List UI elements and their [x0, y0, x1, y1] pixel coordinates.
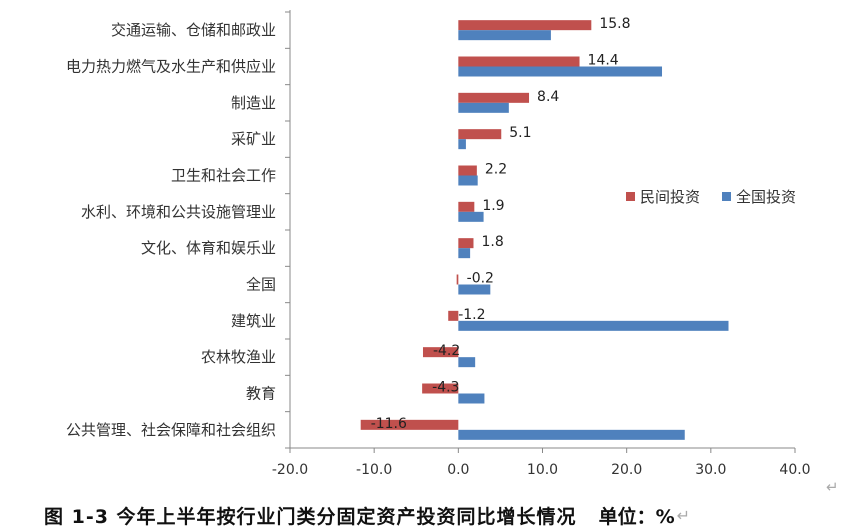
- data-label-private: -4.3: [432, 380, 459, 396]
- bars-group: [360, 20, 729, 440]
- legend: 民间投资 全国投资: [626, 188, 796, 206]
- bar-national-investment: [458, 102, 509, 113]
- return-mark-icon: ↵: [826, 478, 839, 496]
- bar-national-investment: [458, 429, 685, 440]
- category-label: 交通运输、仓储和邮政业: [111, 21, 276, 39]
- data-label-private: 14.4: [588, 53, 619, 69]
- bar-private-investment: [422, 383, 459, 394]
- data-label-private: 1.9: [482, 198, 504, 214]
- bar-national-investment: [458, 320, 729, 331]
- bar-private-investment: [458, 129, 502, 140]
- category-label: 公共管理、社会保障和社会组织: [66, 421, 276, 439]
- data-label-private: 1.8: [481, 234, 503, 250]
- category-labels: 交通运输、仓储和邮政业电力热力燃气及水生产和供应业制造业采矿业卫生和社会工作水利…: [66, 21, 276, 439]
- category-label: 制造业: [231, 94, 276, 112]
- category-label: 文化、体育和娱乐业: [141, 239, 276, 257]
- bar-private-investment: [458, 238, 474, 249]
- bar-private-investment: [458, 56, 580, 67]
- data-labels: 15.8 14.4 8.4 5.1 2.2 1.9 1.8 -0.2 -1.2 -4.2 -4.3 -…: [371, 16, 631, 432]
- category-label: 农林牧渔业: [201, 348, 276, 366]
- data-label-private: 5.1: [509, 125, 531, 141]
- bar-national-investment: [458, 175, 478, 186]
- caption-return-mark-icon: ↵: [676, 505, 691, 525]
- legend-label-national: 全国投资: [736, 188, 796, 206]
- bar-private-investment: [458, 20, 592, 31]
- x-tick-label: -20.0: [272, 462, 308, 478]
- caption-unit: 单位：%: [598, 505, 675, 528]
- bar-private-investment: [458, 201, 475, 212]
- bar-national-investment: [458, 248, 471, 259]
- data-label-private: -11.6: [371, 416, 407, 432]
- bar-private-investment: [456, 274, 459, 285]
- category-label: 采矿业: [231, 130, 276, 148]
- legend-swatch-national: [722, 192, 731, 201]
- x-tick-label: 0.0: [447, 462, 469, 478]
- bar-national-investment: [458, 284, 491, 295]
- category-label: 全国: [246, 276, 276, 294]
- bar-national-investment: [458, 139, 466, 150]
- x-tick-label: 40.0: [779, 462, 810, 478]
- bar-national-investment: [458, 66, 663, 77]
- bar-private-investment: [458, 165, 477, 176]
- data-label-private: 2.2: [485, 162, 507, 178]
- x-tick-label: 30.0: [695, 462, 726, 478]
- x-tick-label: 10.0: [527, 462, 558, 478]
- data-label-private: 15.8: [599, 16, 630, 32]
- figure-caption: 图 1-3 今年上半年按行业门类分固定资产投资同比增长情况 单位：% ↵: [0, 500, 855, 530]
- data-label-private: -4.2: [433, 343, 460, 359]
- x-axis: -20.0 -10.0 0.0 10.0 20.0 30.0 40.0: [272, 10, 811, 478]
- caption-title: 图 1-3 今年上半年按行业门类分固定资产投资同比增长情况: [44, 505, 577, 528]
- chart-area: 交通运输、仓储和邮政业电力热力燃气及水生产和供应业制造业采矿业卫生和社会工作水利…: [66, 10, 811, 478]
- category-label: 卫生和社会工作: [171, 167, 276, 185]
- category-label: 教育: [246, 385, 276, 403]
- bar-private-investment: [448, 310, 459, 321]
- legend-swatch-private: [626, 192, 635, 201]
- data-label-private: -0.2: [467, 271, 494, 287]
- bar-private-investment: [458, 92, 530, 103]
- category-label: 水利、环境和公共设施管理业: [81, 203, 276, 221]
- data-label-private: -1.2: [458, 307, 485, 323]
- bar-private-investment: [422, 347, 459, 358]
- bar-national-investment: [458, 357, 476, 368]
- x-tick-label: -10.0: [356, 462, 392, 478]
- bar-private-investment: [360, 419, 459, 430]
- legend-label-private: 民间投资: [640, 188, 700, 206]
- x-tick-label: 20.0: [611, 462, 642, 478]
- category-label: 建筑业: [231, 312, 276, 330]
- data-label-private: 8.4: [537, 89, 559, 105]
- bar-national-investment: [458, 393, 485, 404]
- bar-national-investment: [458, 211, 484, 222]
- category-label: 电力热力燃气及水生产和供应业: [66, 58, 276, 76]
- bar-national-investment: [458, 30, 551, 41]
